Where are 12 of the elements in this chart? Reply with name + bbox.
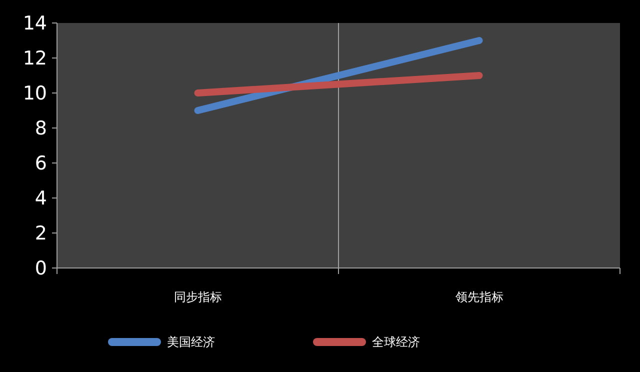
y-tick-label: 12 [22,48,47,70]
x-tick-label: 领先指标 [455,290,504,304]
x-tick-label: 同步指标 [174,290,222,304]
y-tick-label: 4 [34,188,47,210]
legend-label: 美国经济 [167,335,215,350]
y-tick-label: 0 [34,258,47,280]
y-tick-label: 10 [22,82,47,105]
y-tick-label: 2 [34,222,47,245]
y-tick-label: 14 [22,12,47,35]
y-tick-label: 8 [34,118,47,140]
y-tick-label: 6 [34,152,47,175]
legend-label: 全球经济 [372,335,420,350]
